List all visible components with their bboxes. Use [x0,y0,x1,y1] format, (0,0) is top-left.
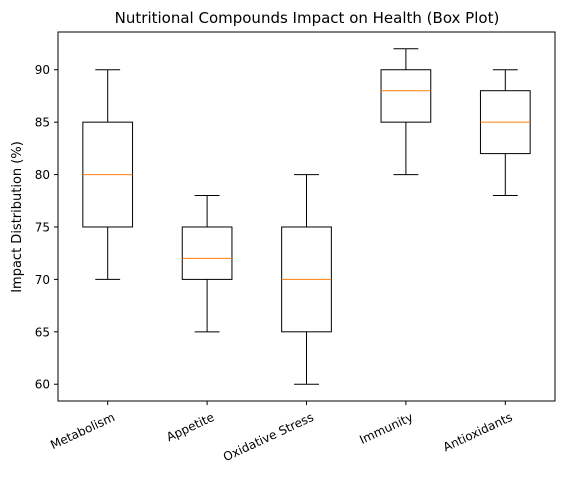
y-tick-label: 70 [35,273,50,287]
plot-frame [57,31,556,402]
x-tick-label: Metabolism [48,410,117,452]
y-tick-label: 65 [35,325,50,339]
x-tick-label: Appetite [164,410,216,444]
y-axis-label: Impact Distribution (%) [10,141,25,293]
y-tick-label: 60 [35,378,50,392]
y-tick-label: 90 [35,63,50,77]
box-iqr [380,69,432,123]
y-tick-label: 75 [35,220,50,234]
plot-area: 60 65 70 75 80 85 90 Metabolism Appetite Oxidativ… [35,48,531,464]
chart-title: Nutritional Compounds Impact on Health (… [115,9,500,27]
y-tick-label: 85 [35,116,50,130]
box-iqr [181,226,233,280]
x-tick-label: Immunity [357,410,415,447]
x-tick-label: Oxidative Stress [221,410,316,464]
x-tick-label: Antioxidants [441,410,515,454]
y-tick-label: 80 [35,168,50,182]
